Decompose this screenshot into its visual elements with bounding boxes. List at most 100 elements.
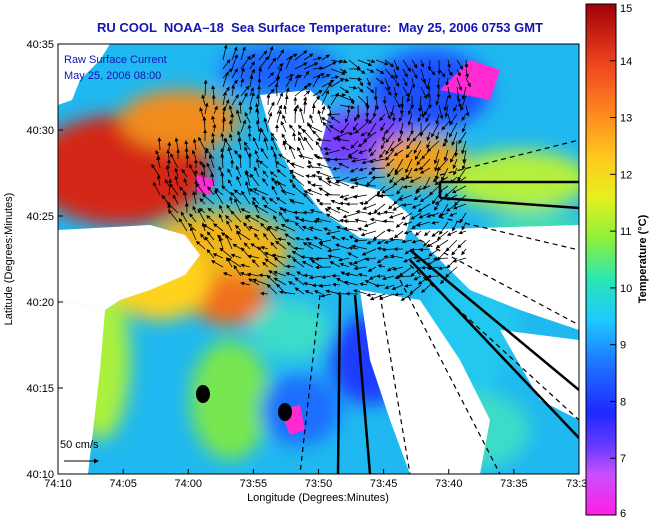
current-vector: [449, 122, 458, 138]
current-vector: [276, 92, 283, 106]
current-vector: [165, 165, 170, 178]
cloud-mask-north: [260, 90, 410, 240]
current-vector: [153, 181, 161, 196]
current-vector: [402, 68, 408, 78]
current-vector: [330, 68, 346, 75]
current-vector: [327, 248, 341, 253]
current-vector: [271, 136, 278, 151]
current-vector: [232, 243, 242, 250]
current-vector: [458, 131, 467, 145]
current-vector: [195, 182, 206, 196]
current-vector: [231, 53, 238, 70]
current-vector: [398, 194, 413, 201]
current-vector: [414, 149, 422, 161]
current-vector: [308, 226, 323, 232]
current-vector: [385, 131, 395, 143]
current-vector: [220, 171, 225, 187]
current-vector: [410, 212, 422, 220]
current-vector: [309, 208, 323, 214]
current-vector: [426, 131, 431, 142]
current-vector: [212, 253, 224, 259]
current-vector: [278, 153, 287, 160]
current-vector: [252, 188, 269, 196]
current-vector: [276, 169, 287, 178]
current-vector: [453, 167, 458, 176]
current-vector: [258, 50, 268, 61]
current-vector: [447, 86, 452, 100]
current-vector: [368, 167, 377, 176]
current-vector: [307, 188, 323, 196]
current-vector: [453, 104, 458, 112]
current-vector: [312, 66, 324, 71]
overlay-current-label: Raw Surface Current: [64, 54, 167, 66]
current-vector: [357, 95, 369, 107]
current-vector: [344, 113, 350, 123]
current-vector: [297, 131, 305, 142]
current-vector: [263, 204, 278, 214]
current-vector: [312, 89, 323, 97]
current-vector: [339, 68, 348, 73]
current-vector: [214, 189, 224, 205]
colorbar-title: Temperature (°C): [637, 214, 649, 303]
map-plot-area: Raw Surface Current May 25, 2006 08:00 5…: [58, 44, 579, 474]
current-vector: [325, 176, 341, 181]
current-vector: [251, 259, 260, 268]
current-vector: [266, 226, 278, 241]
current-vector: [221, 185, 233, 196]
current-vector: [271, 253, 287, 259]
current-vector: [301, 225, 314, 232]
current-vector: [303, 190, 314, 196]
current-vector: [397, 131, 404, 143]
current-vector: [377, 264, 386, 269]
current-vector: [311, 104, 316, 115]
current-vector: [257, 77, 262, 88]
current-vector: [307, 125, 323, 133]
current-vector: [285, 264, 296, 269]
current-vector: [299, 107, 305, 124]
current-vector: [444, 104, 449, 118]
current-vector: [360, 131, 368, 137]
current-vector: [325, 230, 341, 236]
current-vector: [402, 86, 410, 98]
current-vector: [393, 149, 404, 157]
current-vector: [178, 218, 188, 232]
current-vector: [233, 264, 242, 277]
current-vector: [312, 236, 323, 241]
current-vector: [357, 68, 366, 74]
current-vector: [435, 239, 449, 249]
current-vector: [368, 113, 377, 125]
current-vector: [276, 109, 282, 124]
current-vector: [303, 100, 308, 115]
current-vector: [393, 68, 398, 80]
current-vector: [423, 176, 431, 190]
current-vector: [213, 223, 224, 232]
current-vector: [214, 187, 224, 196]
current-vector: [443, 149, 449, 162]
current-vector: [284, 218, 296, 223]
current-vector: [366, 86, 375, 93]
current-vector: [394, 292, 404, 297]
current-vector: [318, 187, 332, 196]
current-vector: [262, 261, 269, 268]
current-vector: [358, 149, 368, 154]
current-vector: [285, 55, 293, 70]
current-vector: [230, 191, 242, 205]
current-vector: [452, 158, 458, 170]
current-vector: [389, 140, 404, 152]
current-vector: [446, 59, 451, 69]
current-vector: [252, 278, 269, 286]
current-vector: [289, 199, 305, 205]
current-vector: [456, 59, 464, 70]
current-vector: [384, 59, 395, 68]
current-vector: [339, 77, 350, 82]
current-vector: [201, 94, 206, 106]
current-vector: [237, 137, 242, 151]
current-vector: [349, 167, 359, 173]
current-vector: [286, 254, 296, 259]
current-vector: [347, 149, 359, 157]
current-vector: [273, 257, 287, 268]
current-vector: [294, 221, 305, 232]
current-vector: [275, 197, 287, 205]
current-vector: [363, 221, 377, 228]
current-vector: [273, 215, 278, 223]
